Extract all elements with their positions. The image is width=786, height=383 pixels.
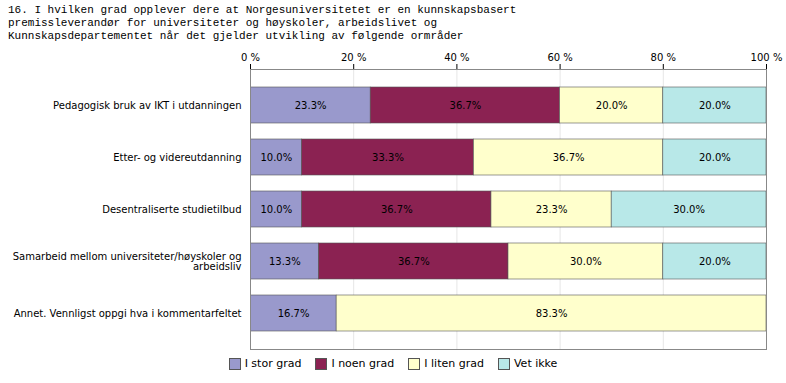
- svg-text:10.0%: 10.0%: [260, 152, 292, 163]
- svg-text:20.0%: 20.0%: [699, 152, 731, 163]
- svg-text:30.0%: 30.0%: [673, 204, 705, 215]
- svg-text:13.3%: 13.3%: [269, 256, 301, 267]
- svg-text:Samarbeid mellom universiteter: Samarbeid mellom universiteter/høyskoler…: [13, 251, 242, 272]
- svg-text:36.7%: 36.7%: [553, 152, 585, 163]
- html-text:I liten grad: I liten grad: [424, 357, 484, 370]
- svg-text:83.3%: 83.3%: [536, 308, 568, 319]
- svg-text:36.7%: 36.7%: [450, 100, 482, 111]
- svg-text:36.7%: 36.7%: [381, 204, 413, 215]
- svg-text:10.0%: 10.0%: [260, 204, 292, 215]
- svg-text:20 %: 20 %: [341, 52, 366, 63]
- svg-text:100 %: 100 %: [751, 52, 783, 63]
- svg-text:20.0%: 20.0%: [596, 100, 628, 111]
- html-text:16. I hvilken grad opplever de: 16. I hvilken grad opplever dere at Norg…: [8, 4, 517, 42]
- html-text:I noen grad: I noen grad: [331, 357, 395, 370]
- svg-text:0 %: 0 %: [241, 52, 260, 63]
- svg-text:30.0%: 30.0%: [570, 256, 602, 267]
- svg-text:Pedagogisk bruk av IKT i utdan: Pedagogisk bruk av IKT i utdanningen: [53, 100, 241, 111]
- svg-text:60 %: 60 %: [547, 52, 572, 63]
- html-text:Vet ikke: Vet ikke: [513, 357, 558, 370]
- svg-text:20.0%: 20.0%: [699, 100, 731, 111]
- svg-text:33.3%: 33.3%: [372, 152, 404, 163]
- html-text:I stor grad: I stor grad: [244, 357, 302, 370]
- svg-text:23.3%: 23.3%: [295, 100, 327, 111]
- svg-text:40 %: 40 %: [444, 52, 469, 63]
- svg-text:Etter- og videreutdanning: Etter- og videreutdanning: [113, 152, 241, 163]
- svg-text:Annet. Vennligst oppgi hva i k: Annet. Vennligst oppgi hva i kommentarfe…: [14, 308, 242, 319]
- svg-text:36.7%: 36.7%: [398, 256, 430, 267]
- svg-text:16.7%: 16.7%: [278, 308, 310, 319]
- svg-text:20.0%: 20.0%: [699, 256, 731, 267]
- svg-text:Desentraliserte studietilbud: Desentraliserte studietilbud: [102, 204, 241, 215]
- svg-text:23.3%: 23.3%: [536, 204, 568, 215]
- svg-text:80 %: 80 %: [651, 52, 676, 63]
